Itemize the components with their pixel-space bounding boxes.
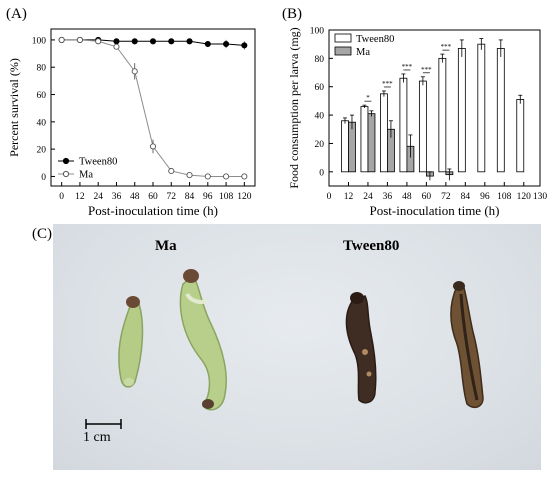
y-tick-label-b-4: 80 [315, 55, 325, 65]
legend-marker-a-0 [62, 157, 70, 165]
x-tick-label-a-7: 84 [185, 192, 195, 202]
x-tick-label-b-7: 84 [461, 192, 471, 202]
y-tick-label-a-0: 0 [41, 173, 46, 183]
y-axis-label-b: Food consumption per larva (mg) [287, 27, 301, 188]
point-ma-8 [204, 173, 211, 180]
point-tween80-8 [204, 40, 211, 48]
scale-bar [85, 419, 122, 429]
photo-label-ma: Ma [155, 238, 177, 254]
x-tick-label-a-3: 36 [112, 192, 122, 202]
bar-tween80-72 [438, 57, 447, 173]
point-tween80-4 [131, 38, 138, 45]
y-tick-label-b-0: 0 [319, 168, 324, 178]
bar-tween80-84 [457, 48, 466, 173]
x-tick-label-b-2: 24 [363, 192, 373, 202]
legend-label-b-1: Ma [356, 47, 370, 58]
x-tick-label-a-5: 60 [148, 192, 158, 202]
bar-ma-12 [348, 121, 356, 173]
point-ma-3 [113, 43, 120, 50]
y-tick-label-b-1: 20 [315, 140, 325, 150]
ma-larva-2 [179, 269, 227, 411]
bar-ma-24 [367, 113, 376, 173]
x-axis-label-b: Post-inoculation time (h) [370, 203, 500, 218]
point-ma-2 [95, 38, 102, 45]
point-ma-5 [149, 143, 157, 150]
point-ma-9 [223, 173, 230, 180]
bar-tween80-48 [399, 77, 408, 173]
x-tick-label-b-6: 72 [441, 192, 451, 202]
sig-label-48: *** [402, 63, 413, 71]
larvae-photo: Ma Tween80 1 cm [53, 224, 541, 470]
legend-swatch-b-0 [334, 33, 352, 43]
x-tick-label-b-10: 120 [517, 192, 532, 202]
x-axis-label-a: Post-inoculation time (h) [88, 203, 218, 218]
x-tick-label-a-9: 108 [219, 192, 234, 202]
sig-label-60: *** [421, 66, 432, 74]
bar-tween80-120 [516, 99, 525, 173]
y-tick-label-a-1: 20 [37, 146, 47, 156]
y-tick-label-b-5: 100 [310, 27, 325, 37]
photo-label-tween80: Tween80 [343, 238, 400, 254]
bar-tween80-36 [380, 93, 388, 173]
x-tick-label-b-5: 60 [422, 192, 432, 202]
plot-frame-b [328, 29, 541, 187]
y-axis-label-a: Percent survival (%) [7, 58, 21, 157]
point-ma-0 [58, 36, 65, 43]
x-tick-label-b-1: 12 [344, 192, 354, 202]
point-ma-6 [168, 167, 175, 175]
x-tick-label-b-11: 130 [533, 192, 548, 202]
point-tween80-6 [168, 38, 175, 45]
legend-label-b-0: Tween80 [356, 34, 394, 45]
x-tick-label-a-4: 48 [130, 192, 140, 202]
x-tick-label-a-1: 12 [75, 192, 85, 202]
ma-larva-1 [118, 296, 144, 388]
x-tick-label-a-0: 0 [59, 192, 64, 202]
x-tick-label-a-6: 72 [167, 192, 177, 202]
panel-label-c: (C) [32, 226, 52, 242]
x-tick-label-a-8: 96 [203, 192, 213, 202]
x-tick-label-a-2: 24 [93, 192, 103, 202]
point-tween80-9 [223, 40, 230, 48]
x-tick-label-a-10: 120 [237, 192, 252, 202]
x-tick-label-b-8: 96 [480, 192, 490, 202]
point-ma-7 [186, 172, 193, 179]
sig-label-24: * [366, 94, 370, 102]
point-ma-10 [241, 173, 248, 180]
y-tick-label-b-2: 40 [315, 112, 325, 122]
legend-swatch-b-1 [334, 46, 352, 56]
tween-larva-2 [450, 281, 484, 409]
panel-label-b: (B) [282, 6, 302, 22]
y-tick-label-a-2: 40 [37, 118, 47, 128]
point-ma-4 [131, 68, 138, 75]
y-tick-label-a-5: 100 [32, 36, 47, 46]
scale-bar-label: 1 cm [83, 430, 111, 445]
sig-label-72: *** [441, 43, 452, 51]
legend-label-a-1: Ma [79, 170, 93, 181]
sig-label-36: *** [382, 80, 393, 88]
y-tick-label-a-4: 80 [37, 64, 47, 74]
x-tick-label-b-0: 0 [327, 192, 332, 202]
y-tick-label-a-3: 60 [37, 91, 47, 101]
x-tick-label-b-9: 108 [497, 192, 512, 202]
larvae-illustration [85, 269, 484, 429]
point-tween80-7 [186, 38, 193, 45]
legend-marker-a-1 [62, 170, 70, 178]
bar-tween80-12 [341, 120, 349, 173]
panel-label-a: (A) [6, 6, 27, 22]
x-tick-label-b-4: 48 [402, 192, 412, 202]
y-tick-label-b-3: 60 [315, 83, 325, 93]
bar-tween80-24 [360, 106, 369, 173]
bar-tween80-108 [496, 48, 505, 173]
legend-label-a-0: Tween80 [79, 157, 117, 168]
bar-tween80-60 [418, 80, 427, 173]
tween-larva-1 [345, 292, 377, 404]
bar-tween80-96 [477, 43, 486, 173]
x-tick-label-b-3: 36 [383, 192, 393, 202]
point-tween80-5 [149, 38, 157, 45]
point-ma-1 [76, 36, 83, 43]
point-tween80-10 [241, 42, 248, 49]
